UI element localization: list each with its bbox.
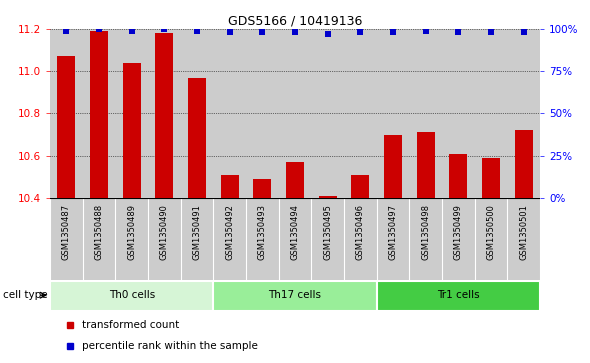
Bar: [351, 175, 369, 198]
Point: [258, 29, 267, 35]
Text: GSM1350501: GSM1350501: [519, 204, 528, 260]
Bar: [449, 154, 467, 198]
Point: [192, 28, 202, 34]
Bar: [384, 135, 402, 198]
Bar: [123, 63, 141, 198]
Point: [421, 28, 430, 34]
Bar: [482, 158, 500, 198]
Text: GSM1350490: GSM1350490: [160, 204, 169, 260]
Bar: [319, 196, 337, 198]
Text: GSM1350500: GSM1350500: [486, 204, 496, 260]
Text: GSM1350494: GSM1350494: [290, 204, 300, 260]
Text: GSM1350498: GSM1350498: [421, 204, 430, 260]
Text: GSM1350493: GSM1350493: [258, 204, 267, 260]
Bar: [57, 57, 76, 198]
Bar: [50, 281, 214, 310]
Text: GSM1350488: GSM1350488: [94, 204, 104, 261]
Text: GSM1350487: GSM1350487: [62, 204, 71, 261]
Point: [62, 28, 71, 34]
Text: cell type: cell type: [2, 290, 47, 300]
Bar: [214, 281, 376, 310]
Point: [290, 29, 300, 35]
Bar: [253, 179, 271, 198]
Text: transformed count: transformed count: [82, 321, 179, 330]
Point: [94, 26, 104, 32]
Point: [225, 29, 234, 35]
Text: GSM1350495: GSM1350495: [323, 204, 332, 260]
Text: Tr1 cells: Tr1 cells: [437, 290, 480, 300]
Text: Th0 cells: Th0 cells: [109, 290, 155, 300]
Text: GSM1350497: GSM1350497: [388, 204, 398, 260]
Text: GSM1350489: GSM1350489: [127, 204, 136, 260]
Text: GSM1350492: GSM1350492: [225, 204, 234, 260]
Point: [356, 29, 365, 35]
Point: [519, 29, 528, 35]
Text: GSM1350499: GSM1350499: [454, 204, 463, 260]
Text: percentile rank within the sample: percentile rank within the sample: [82, 341, 258, 351]
Bar: [514, 130, 533, 198]
Point: [388, 29, 398, 35]
Bar: [376, 281, 540, 310]
Text: Th17 cells: Th17 cells: [268, 290, 322, 300]
Bar: [417, 132, 435, 198]
Point: [323, 31, 332, 37]
Bar: [286, 162, 304, 198]
Text: GSM1350491: GSM1350491: [192, 204, 202, 260]
Point: [127, 28, 136, 34]
Point: [486, 29, 496, 35]
Bar: [221, 175, 239, 198]
Bar: [188, 78, 206, 198]
Title: GDS5166 / 10419136: GDS5166 / 10419136: [228, 15, 362, 28]
Bar: [155, 33, 173, 198]
Text: GSM1350496: GSM1350496: [356, 204, 365, 260]
Point: [160, 26, 169, 32]
Bar: [90, 31, 108, 198]
Point: [454, 29, 463, 35]
